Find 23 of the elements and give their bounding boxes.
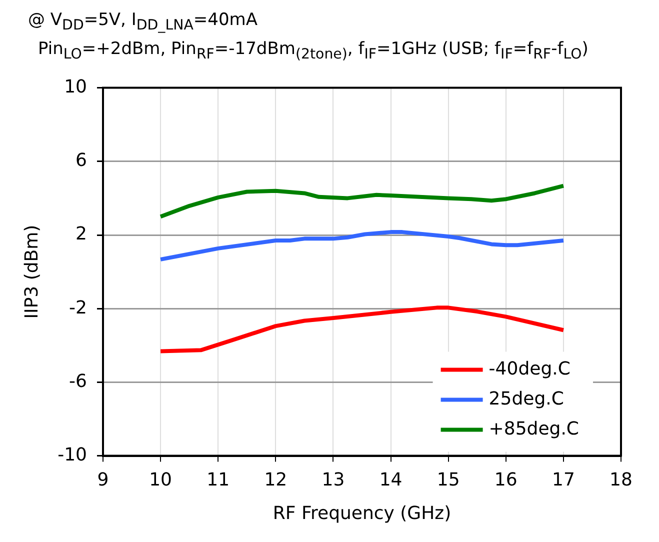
x-tick-label: 10 [149,469,172,490]
text: Pin$_{LO}$=+2dBm, Pin$_{RF}$=-17dBm$_{(2tone)}$, f$_{IF}$=1GHz (USB; f$_{IF}$=f$_{RF}$-f$_{LO}$) [38,39,588,63]
legend-label: -40deg.C [488,358,570,380]
legend-label: +85deg.C [488,418,579,440]
y-tick-label: -6 [69,370,87,392]
x-tick-label: 18 [610,469,632,490]
y-tick-label: 6 [76,150,87,171]
y-tick-label: -2 [69,297,87,318]
x-tick-label: 13 [322,469,345,490]
x-tick-label: 14 [379,469,402,490]
x-tick-label: 17 [552,469,575,490]
y-tick-label: 2 [76,223,87,244]
chart-title: @ V$_{DD}$=5V, I$_{DD_LNA}$=40mA [27,9,258,36]
y-tick-label: 10 [64,76,87,98]
y-tick-label: -10 [58,444,87,466]
x-axis-title: RF Frequency (GHz) [272,502,452,524]
y-axis-title: IIP3 (dBm) [21,224,42,319]
x-tick-label: 16 [494,469,518,490]
legend-label: 25deg.C [488,388,564,410]
x-tick-label: 12 [264,469,288,490]
x-tick-label: 11 [206,469,230,490]
x-tick-label: 15 [436,469,460,490]
x-tick-label: 9 [97,469,109,490]
